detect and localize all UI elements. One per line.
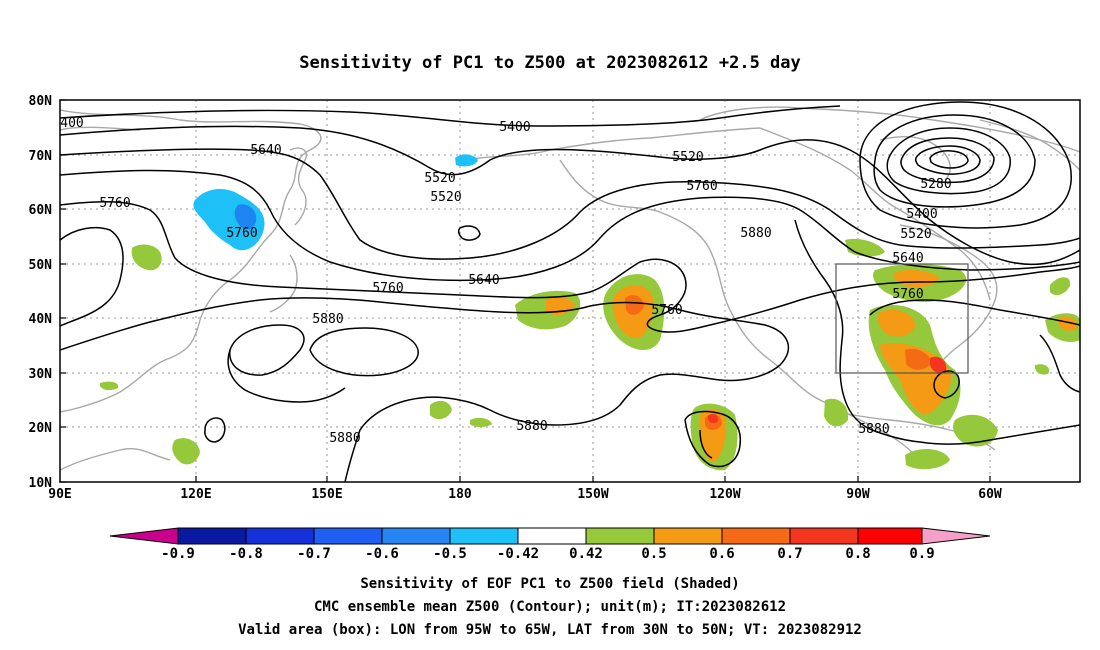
figure-title: Sensitivity of PC1 to Z500 at 2023082612… [299,53,801,73]
colorbar-cell [857,527,923,545]
colorbar-cell [313,527,383,545]
shade-cyan-north [455,154,478,167]
shade-orange-4 [877,309,916,337]
contour-label: 5880 [516,419,547,434]
colorbar-cell [585,527,655,545]
contour-label: 5760 [892,287,923,302]
contour-label: 5640 [468,273,499,288]
lat-tick-label: 60N [29,203,53,218]
colorbar-cell [177,527,247,545]
shade-orange-7 [1058,316,1078,331]
colorbar-cell [721,527,791,545]
shade-green-17 [1034,364,1050,375]
colorbar-label: 0.6 [709,546,734,562]
shade-darkorange-3 [905,348,932,370]
contour-label: 5280 [920,177,951,192]
shade-green-15 [470,417,492,427]
caption: Sensitivity of EOF PC1 to Z500 field (Sh… [238,576,862,638]
shade-green-13 [172,438,200,465]
lat-tick-label: 80N [29,94,53,109]
valid-area-box [835,263,969,374]
colorbar-cell [449,527,519,545]
caption-line-2: CMC ensemble mean Z500 (Contour); unit(m… [314,599,786,615]
colorbar-cell [789,527,859,545]
lon-tick-label: 150W [577,487,608,502]
lat-tick-label: 30N [29,367,53,382]
coastlines [60,106,1080,471]
sensitivity-shading [100,154,1080,471]
shade-green-8 [953,414,998,447]
caption-line-3: Valid area (box): LON from 95W to 65W, L… [238,622,862,638]
shade-green-12 [905,448,950,470]
colorbar-label: -0.6 [365,546,399,562]
contour-label: 5880 [329,431,360,446]
colorbar-cell [381,527,451,545]
lon-tick-label: 60W [978,487,1002,502]
lon-tick-label: 150E [311,487,342,502]
lat-tick-label: 70N [29,149,53,164]
contour-label: 5880 [858,422,889,437]
contour-label: 5520 [672,150,703,165]
lon-tick-label: 90E [48,487,71,502]
colorbar-label: 0.42 [569,546,603,562]
colorbar-label: 0.7 [777,546,802,562]
z500-contours [60,101,1080,482]
map-frame [59,99,1081,483]
shade-green-1 [131,244,162,271]
lon-axis: 90E 120E 150E 180 150W 120W 90W 60W [48,476,1002,502]
colorbar-left-triangle [109,527,179,545]
colorbar-label: -0.9 [161,546,195,562]
colorbar-label: 0.5 [641,546,666,562]
contour-label: 5640 [250,143,281,158]
lon-tick-label: 90W [846,487,870,502]
contour-label: 5640 [892,251,923,266]
colorbar-cell [245,527,315,545]
contour-label: 5760 [686,179,717,194]
lat-tick-label: 50N [29,258,53,273]
lat-axis: 80N 70N 60N 50N 40N 30N 20N 10N [29,94,66,491]
contour-label: 5520 [900,227,931,242]
lat-tick-label: 20N [29,421,53,436]
colorbar-cell [517,527,587,545]
contour-label: 5880 [740,226,771,241]
contour-label: 5400 [499,120,530,135]
shade-darkorange-1 [625,295,644,315]
contour-label: 5760 [372,281,403,296]
shade-green-16 [100,381,119,391]
lat-tick-label: 10N [29,476,53,491]
lat-tick-label: 40N [29,312,53,327]
contour-label: 5880 [312,312,343,327]
shade-red-2 [708,414,719,424]
contour-label: 5760 [226,226,257,241]
colorbar-label: -0.5 [433,546,467,562]
colorbar-cell [653,527,723,545]
contour-label: 5400 [906,207,937,222]
shade-red-1 [930,356,947,373]
colorbar-label: -0.42 [497,546,539,562]
contour-label: 400 [60,116,83,131]
lon-tick-label: 120W [709,487,740,502]
map-panel: 5400 400 5640 5520 5520 5520 5760 5760 5… [29,94,1081,502]
lon-tick-label: 180 [448,487,472,502]
contour-label: 5760 [99,196,130,211]
shade-green-10 [1050,277,1071,296]
colorbar-label: 0.9 [909,546,934,562]
lon-tick-label: 120E [180,487,211,502]
colorbar-label: -0.7 [297,546,331,562]
contour-label: 5760 [651,303,682,318]
shade-cyan-asia [193,188,265,251]
colorbar-label: -0.8 [229,546,263,562]
contour-label: 5520 [430,190,461,205]
colorbar-right-triangle [921,527,991,545]
shade-green-14 [430,400,452,420]
shade-green-11 [824,398,849,427]
shade-cyan-asia-core [234,204,257,230]
contour-label: 5520 [424,171,455,186]
contour-labels: 5400 400 5640 5520 5520 5520 5760 5760 5… [60,116,951,446]
caption-line-1: Sensitivity of EOF PC1 to Z500 field (Sh… [360,576,739,592]
shade-orange-6 [894,270,940,288]
colorbar: -0.9 -0.8 -0.7 -0.6 -0.5 -0.42 0.42 0.5 … [109,527,991,562]
colorbar-label: 0.8 [845,546,870,562]
